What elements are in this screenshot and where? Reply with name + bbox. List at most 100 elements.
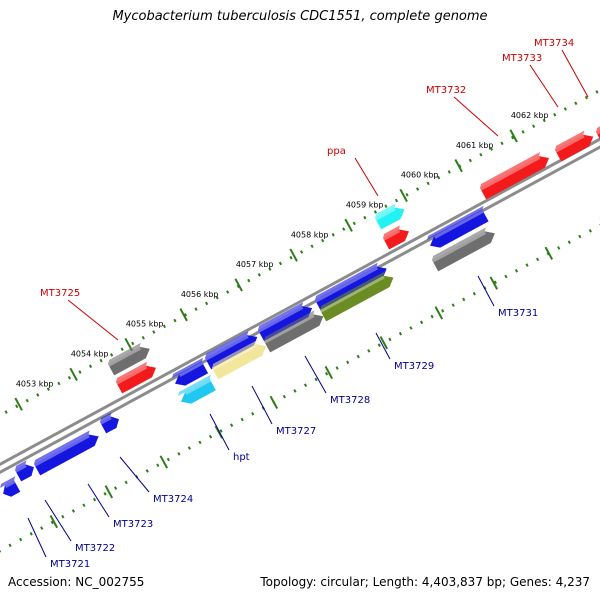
gene-arrow-red-shape [555, 134, 594, 162]
gene-arrow-blue-highlight [258, 306, 304, 333]
gene-arrow-blue [205, 331, 258, 370]
gene-arrow-olive-highlight [320, 275, 385, 313]
gene-arrow-blue-bevel [258, 302, 304, 330]
gene-arrow-blue-bevel [34, 430, 90, 464]
gene-arrow-blue [427, 205, 489, 248]
genome-summary-text: Topology: circular; Length: 4,403,837 bp… [260, 575, 590, 589]
gene-arrow-blue-bevel [205, 331, 249, 358]
backbone-line-inner [0, 137, 600, 467]
gene-arrow-blue-shape [430, 209, 489, 248]
gene-arrow-red-bevel [383, 225, 401, 238]
gene-arrow-blue-bevel [172, 357, 204, 378]
gene-arrow-red-highlight [116, 365, 148, 385]
scale-label: 4061 kbp [456, 141, 494, 150]
gene-arrow-blue-bevel [427, 205, 484, 240]
gene-arrow-blue-highlight [315, 266, 378, 303]
gene-arrow-blue-highlight [100, 416, 112, 425]
gene-arrow-cream-shape [212, 344, 267, 380]
feature-leader-line [251, 385, 273, 425]
gene-arrow-red-shape [480, 156, 550, 200]
gene-arrow-red-highlight [480, 156, 541, 191]
gene-arrow-gray-bevel [264, 310, 315, 341]
gene-arrow-aqua-shape [375, 207, 405, 230]
gene-arrow-red-shape [596, 128, 600, 144]
scale-tick-major [289, 248, 298, 262]
scale-label: 4058 kbp [291, 230, 329, 239]
gene-arrow-blue-bevel [315, 262, 378, 300]
scale-label: 4056 kbp [181, 290, 219, 299]
outer-scale-tick [214, 425, 224, 439]
gene-arrow-gray [108, 342, 150, 376]
gene-arrow-aqua-bevel [375, 203, 396, 218]
gene-arrow-aqua [375, 203, 405, 230]
gene-arrow-blue-shape [175, 361, 209, 386]
feature-label: MT3729 [394, 361, 434, 372]
feature-label: MT3731 [498, 308, 538, 319]
gene-arrow-olive [320, 271, 394, 322]
gene-arrow-gray-shape [264, 314, 324, 353]
gene-arrow-red-bevel [596, 124, 600, 132]
gene-arrow-blue [258, 302, 313, 342]
gene-arrow-gray-shape [108, 346, 150, 376]
gene-arrow-red [555, 130, 594, 162]
feature-leader-line [453, 96, 499, 137]
gene-arrow-blue-shape [15, 464, 34, 482]
scale-label: 4062 kbp [511, 111, 549, 120]
feature-label: MT3727 [276, 426, 316, 437]
accession-text: Accession: NC_002755 [8, 575, 145, 589]
scale-label: 4060 kbp [401, 171, 439, 180]
gene-arrow-blue-shape [258, 306, 313, 342]
feature-label: MT3723 [113, 519, 153, 530]
gene-arrow-blue [15, 460, 34, 482]
scale-tick-major [69, 367, 78, 381]
gene-arrow-blue-highlight [205, 335, 249, 361]
outer-scale-tick [269, 395, 279, 409]
gene-arrow-red-shape [383, 229, 409, 250]
gene-arrow-cyan [178, 374, 216, 404]
outer-tick-ring [0, 223, 600, 553]
gene-arrow-gray-highlight [432, 231, 487, 263]
scale-tick-major [234, 278, 243, 292]
gene-arrow-blue-highlight [179, 361, 204, 377]
gene-arrow-blue-highlight [4, 480, 16, 488]
gene-arrow-blue-highlight [34, 434, 90, 467]
gene-arrow-cream-highlight [212, 344, 258, 371]
gene-arrow-red [480, 152, 550, 200]
gene-arrow-gray-highlight [264, 314, 315, 344]
scale-tick-major [14, 397, 23, 411]
gene-arrow-olive-bevel [320, 271, 385, 310]
gene-arrow-aqua-highlight [375, 207, 396, 221]
feature-label: MT3734 [534, 38, 574, 49]
gene-arrow-blue [34, 430, 99, 476]
inner-tick-ring [0, 88, 600, 418]
feature-leader-line [87, 483, 110, 518]
gene-arrow-blue-bevel [100, 412, 112, 422]
gene-arrow-cyan-shape [181, 378, 216, 404]
gene-arrow-blue-bevel [15, 460, 27, 470]
feature-label: MT3733 [502, 53, 542, 64]
feature-leader-line [44, 499, 72, 542]
scale-label: 4053 kbp [16, 379, 54, 388]
feature-leader-line [119, 456, 150, 493]
map-title: Mycobacterium tuberculosis CDC1551, comp… [112, 9, 488, 24]
feature-label: MT3722 [75, 543, 115, 554]
gene-arrow-gray [432, 227, 495, 272]
gene-arrow-gray [264, 310, 324, 353]
gene-arrow-cyan-bevel [178, 374, 211, 396]
gene-arrow-blue-shape [100, 416, 119, 434]
gene-arrow-red-bevel [555, 130, 585, 150]
gene-arrow-red-highlight [555, 134, 585, 153]
feature-label: MT3721 [50, 559, 90, 570]
feature-leader-line [354, 157, 379, 197]
gene-arrow-gray-bevel [108, 342, 141, 364]
scale-tick-major [344, 218, 353, 232]
scale-tick-major [399, 188, 408, 203]
feature-leader-line [304, 355, 327, 394]
scale-label: 4055 kbp [126, 320, 164, 329]
gene-arrow-blue [0, 476, 21, 497]
feature-leader-line [375, 332, 391, 360]
feature-leader-line [561, 49, 589, 98]
feature-leader-line [477, 275, 495, 307]
gene-arrow-red-bevel [480, 152, 541, 188]
